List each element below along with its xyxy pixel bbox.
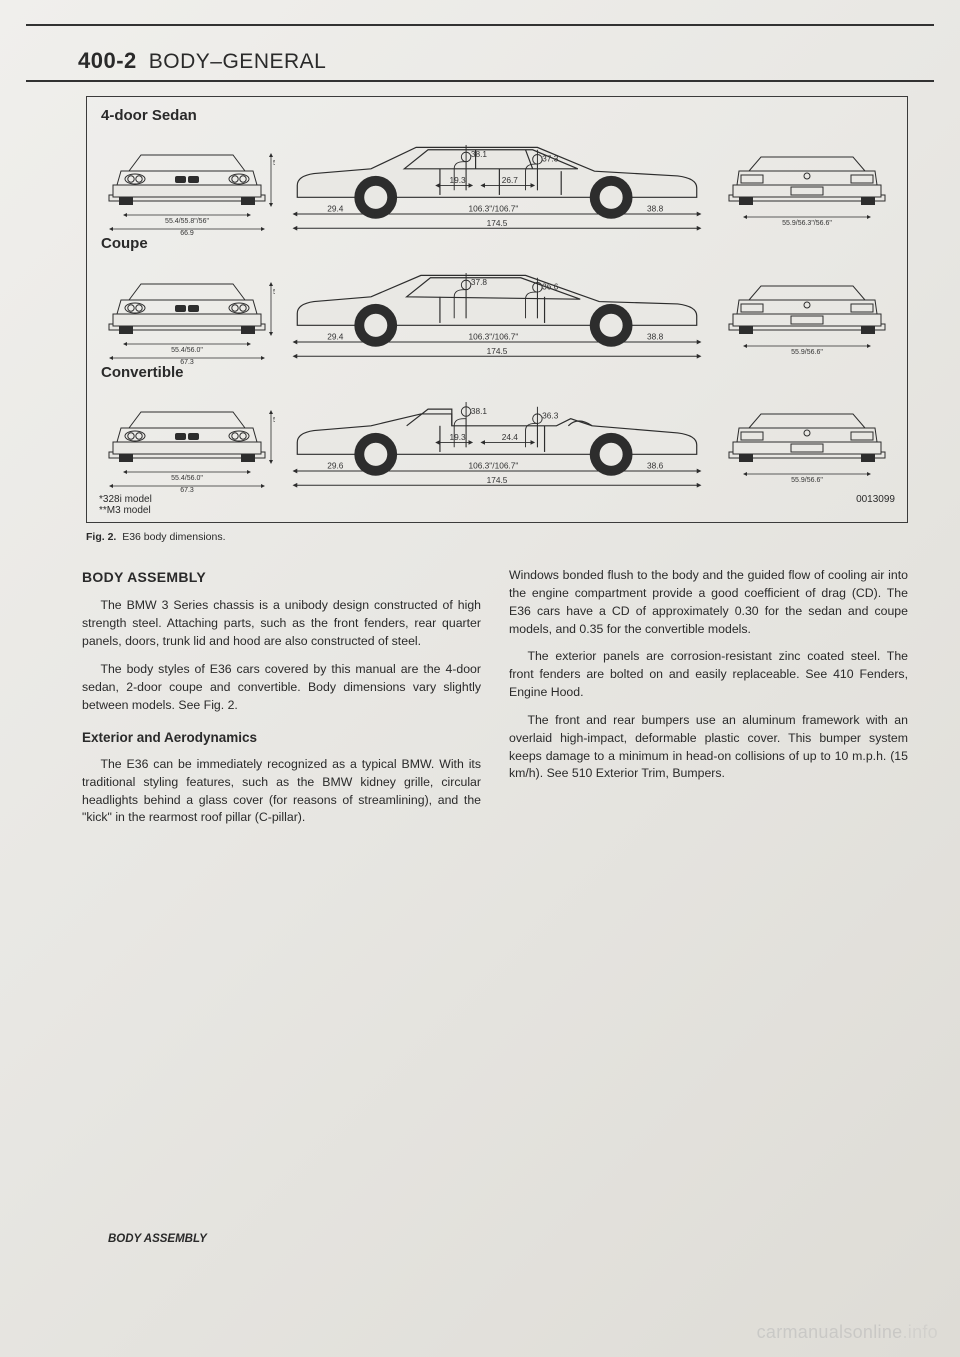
right-column: Windows bonded flush to the body and the… xyxy=(509,561,908,837)
svg-text:38.8: 38.8 xyxy=(647,332,664,342)
svg-text:54.8/53.7": 54.8/53.7" xyxy=(273,160,275,167)
side-view: 38.1 36.3 19.3 24.4 29.6 106.3"/106.7" 3… xyxy=(283,383,711,492)
rear-view: 55.9/56.3"/56.6" xyxy=(719,143,895,235)
svg-text:174.5: 174.5 xyxy=(487,218,508,228)
svg-text:174.5: 174.5 xyxy=(487,475,508,485)
svg-text:38.8: 38.8 xyxy=(647,204,664,214)
svg-text:55.9/56.3"/56.6": 55.9/56.3"/56.6" xyxy=(782,220,832,227)
chapter-title: BODY–GENERAL xyxy=(149,50,327,74)
page-number: 400-2 xyxy=(78,48,137,74)
svg-text:29.4: 29.4 xyxy=(327,332,344,342)
diagram-footnote: *328i model xyxy=(99,494,152,505)
svg-text:67.3: 67.3 xyxy=(180,487,194,492)
rear-view: 55.9/56.6" xyxy=(719,272,895,364)
svg-text:26.7: 26.7 xyxy=(502,175,519,185)
svg-text:53.8/52.6": 53.8/52.6" xyxy=(273,289,275,296)
dimension-diagram: 4-door Sedan 54.8/53.7" 55.4/55.8"/56" 6… xyxy=(86,96,908,523)
svg-text:55.4/56.0": 55.4/56.0" xyxy=(171,475,203,482)
svg-text:38.1: 38.1 xyxy=(471,149,488,159)
svg-text:19.3: 19.3 xyxy=(449,432,466,442)
figure-label: Fig. 2. xyxy=(86,531,116,543)
diagram-footnote: **M3 model xyxy=(99,505,152,516)
svg-text:106.3"/106.7": 106.3"/106.7" xyxy=(469,332,519,342)
diagram-ref-number: 0013099 xyxy=(856,494,895,516)
left-column: BODY ASSEMBLY The BMW 3 Series chassis i… xyxy=(82,561,481,837)
body-paragraph: The front and rear bumpers use an alumin… xyxy=(509,712,908,783)
body-paragraph: Windows bonded flush to the body and the… xyxy=(509,567,908,638)
side-view: 38.1 37.3 19.3 26.7 29.4 106.3"/106.7" 3… xyxy=(283,126,711,235)
svg-text:53.1/52.6": 53.1/52.6" xyxy=(273,417,275,424)
svg-text:36.6: 36.6 xyxy=(542,282,559,292)
svg-text:38.1: 38.1 xyxy=(471,406,488,416)
variant-label: Convertible xyxy=(101,364,895,381)
svg-text:37.8: 37.8 xyxy=(471,277,488,287)
svg-text:36.3: 36.3 xyxy=(542,410,559,420)
svg-text:29.6: 29.6 xyxy=(327,460,344,470)
svg-text:29.4: 29.4 xyxy=(327,204,344,214)
svg-text:37.3: 37.3 xyxy=(542,154,559,164)
page-footer: BODY ASSEMBLY xyxy=(108,1233,207,1245)
rear-view: 55.9/56.6" xyxy=(719,400,895,492)
svg-text:55.9/56.6": 55.9/56.6" xyxy=(791,349,823,356)
svg-text:19.3: 19.3 xyxy=(449,175,466,185)
body-paragraph: The body styles of E36 cars covered by t… xyxy=(82,661,481,714)
svg-text:66.9: 66.9 xyxy=(180,230,194,235)
figure-caption-text: E36 body dimensions. xyxy=(122,531,225,543)
svg-text:174.5: 174.5 xyxy=(487,346,508,356)
svg-text:55.9/56.6": 55.9/56.6" xyxy=(791,477,823,484)
svg-text:106.3"/106.7": 106.3"/106.7" xyxy=(469,204,519,214)
section-heading: BODY ASSEMBLY xyxy=(82,567,481,587)
front-view: 53.8/52.6" 55.4/56.0" 67.3 xyxy=(99,272,275,364)
page-header: 400-2 BODY–GENERAL xyxy=(26,26,934,80)
front-view: 53.1/52.6" 55.4/56.0" 67.3 xyxy=(99,400,275,492)
body-paragraph: The E36 can be immediately recognized as… xyxy=(82,756,481,827)
svg-text:55.4/56.0": 55.4/56.0" xyxy=(171,347,203,354)
figure-caption: Fig. 2. E36 body dimensions. xyxy=(86,531,934,543)
svg-text:106.3"/106.7": 106.3"/106.7" xyxy=(469,460,519,470)
variant-label: Coupe xyxy=(101,235,895,252)
subsection-heading: Exterior and Aerodynamics xyxy=(82,728,481,748)
watermark: carmanualsonline.info xyxy=(757,1322,938,1343)
side-view: 37.8 36.6 29.4 106.3"/106.7" 38.8 174.5 xyxy=(283,254,711,363)
svg-text:38.6: 38.6 xyxy=(647,460,664,470)
svg-text:24.4: 24.4 xyxy=(502,432,519,442)
body-paragraph: The BMW 3 Series chassis is a unibody de… xyxy=(82,597,481,650)
front-view: 54.8/53.7" 55.4/55.8"/56" 66.9 xyxy=(99,143,275,235)
body-paragraph: The exterior panels are corrosion-resist… xyxy=(509,648,908,701)
svg-text:55.4/55.8"/56": 55.4/55.8"/56" xyxy=(165,218,209,225)
variant-label: 4-door Sedan xyxy=(101,107,895,124)
